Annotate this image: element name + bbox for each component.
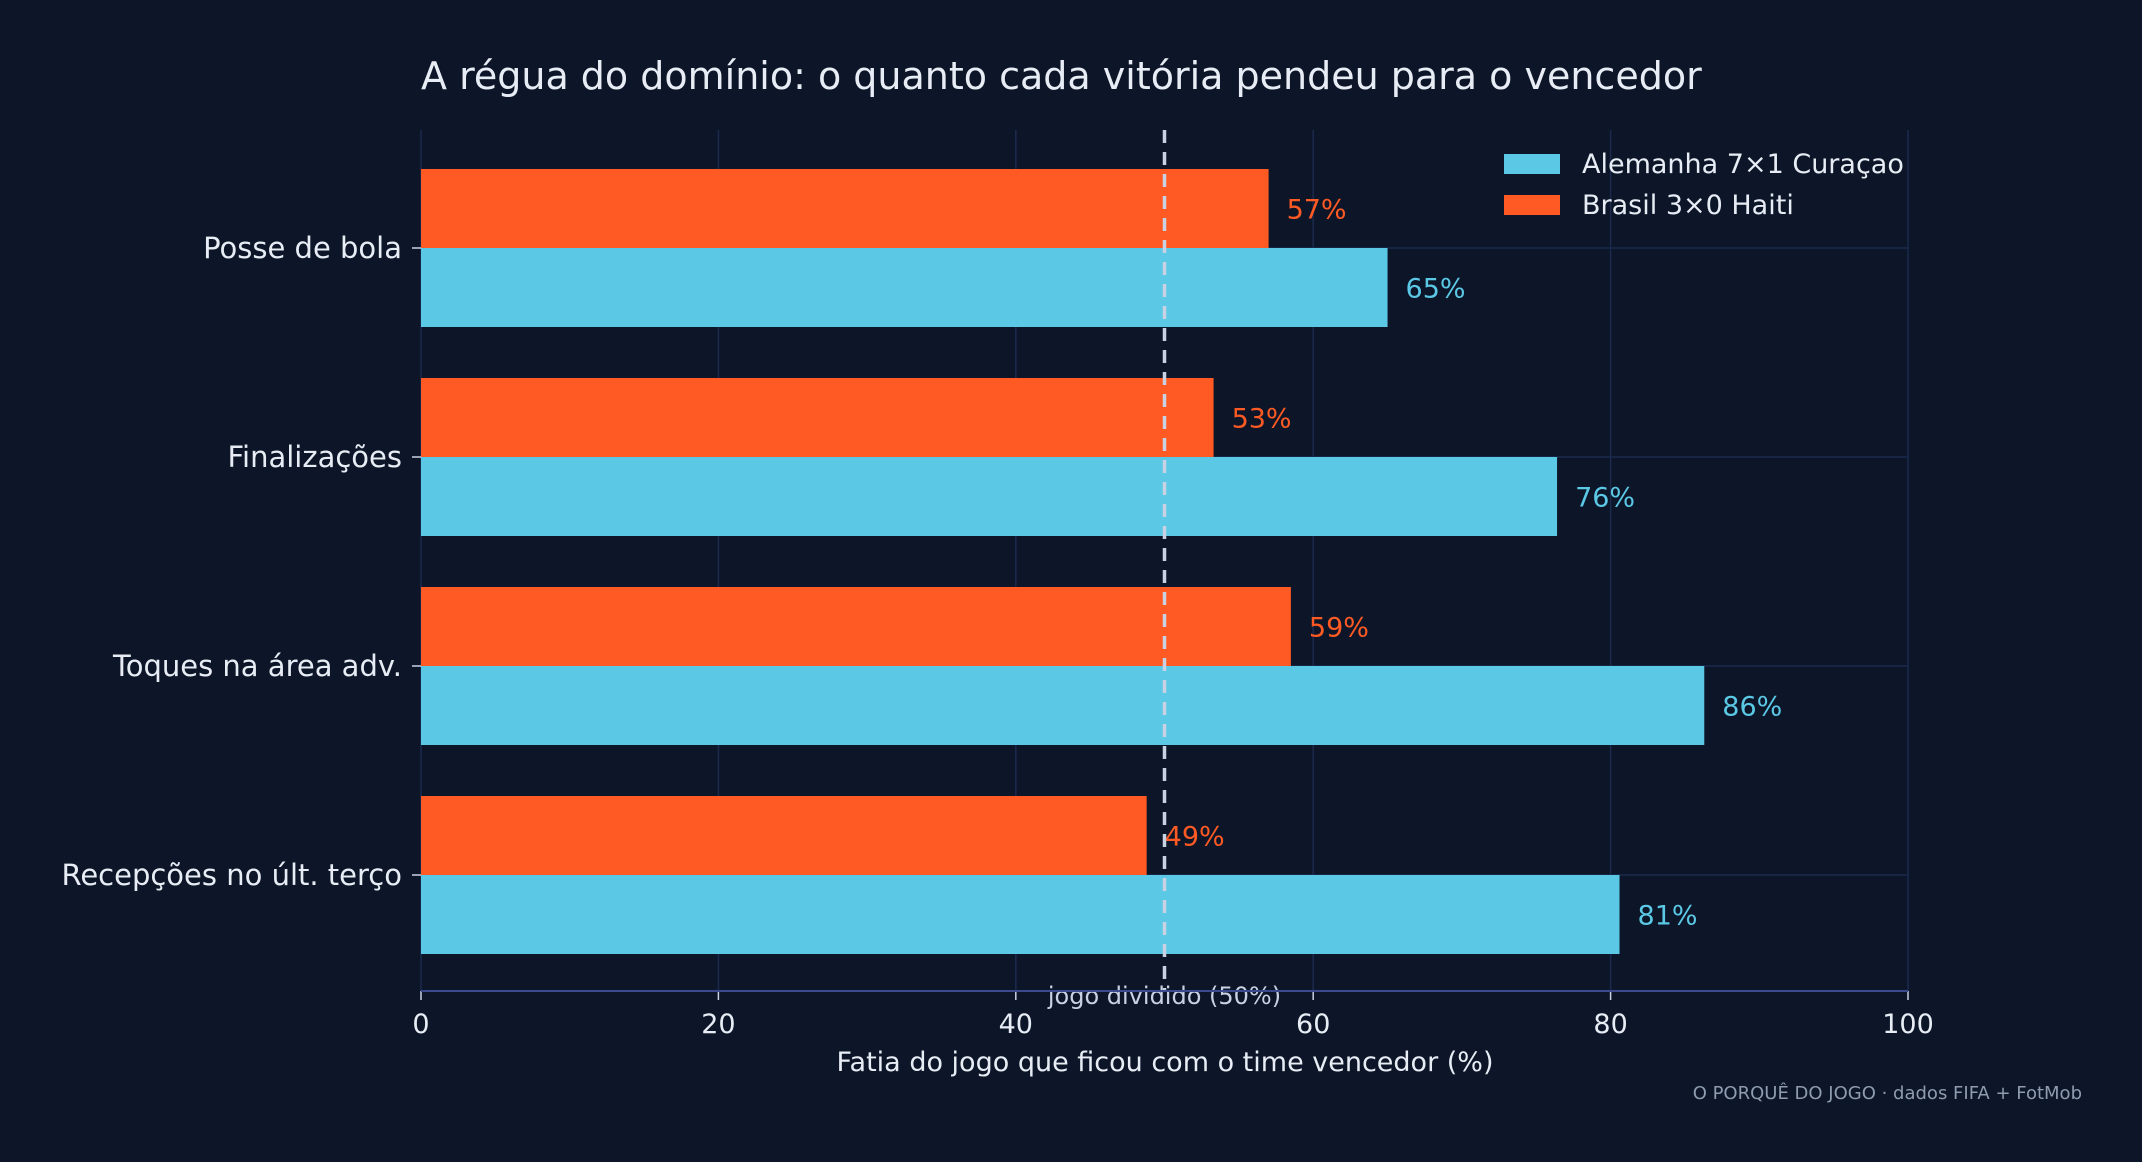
bar [421,666,1705,745]
reference-line-group: jogo dividido (50%) [1047,130,1281,1010]
x-axis-label: Fatia do jogo que ficou com o time vence… [837,1047,1494,1078]
bar [421,248,1388,327]
bar-value-label: 65% [1406,274,1466,305]
bar-value-label: 59% [1309,613,1369,644]
category-label: Toques na área adv. [112,649,402,683]
bar [421,169,1269,248]
bar [421,457,1558,536]
x-tick-label: 0 [412,1009,429,1040]
bar [421,378,1214,457]
bar [421,796,1147,875]
x-tick-label: 100 [1882,1009,1934,1040]
reference-line-label: jogo dividido (50%) [1047,982,1281,1010]
x-tick-label: 60 [1296,1009,1330,1040]
axes: 0 20 40 60 80 100 Posse de bola Finalizações Toq… [61,231,1933,1040]
bar [421,875,1620,954]
chart-title: A régua do domínio: o quanto cada vitóri… [421,54,1702,98]
legend-swatch [1504,154,1560,174]
x-tick-label: 20 [701,1009,735,1040]
bar-value-label: 49% [1165,822,1225,853]
legend-swatch [1504,195,1560,215]
x-tick-label: 80 [1593,1009,1627,1040]
bar-value-label: 76% [1575,483,1635,514]
legend: Alemanha 7×1 Curaçao Brasil 3×0 Haiti [1504,149,1904,221]
legend-label: Alemanha 7×1 Curaçao [1582,149,1904,180]
bar [421,587,1291,666]
category-label: Posse de bola [203,231,402,265]
legend-label: Brasil 3×0 Haiti [1582,190,1794,221]
source-note: O PORQUÊ DO JOGO · dados FIFA + FotMob [1693,1082,2082,1104]
bar-value-label: 86% [1722,692,1782,723]
category-label: Recepções no últ. terço [61,858,402,892]
bars: 57% 65% 53% 76% 59% 86% 49% 81% [421,169,1782,954]
x-tick-label: 40 [999,1009,1033,1040]
bar-value-label: 57% [1287,195,1347,226]
bar-value-label: 81% [1638,901,1698,932]
category-label: Finalizações [227,440,402,474]
bar-value-label: 53% [1232,404,1292,435]
